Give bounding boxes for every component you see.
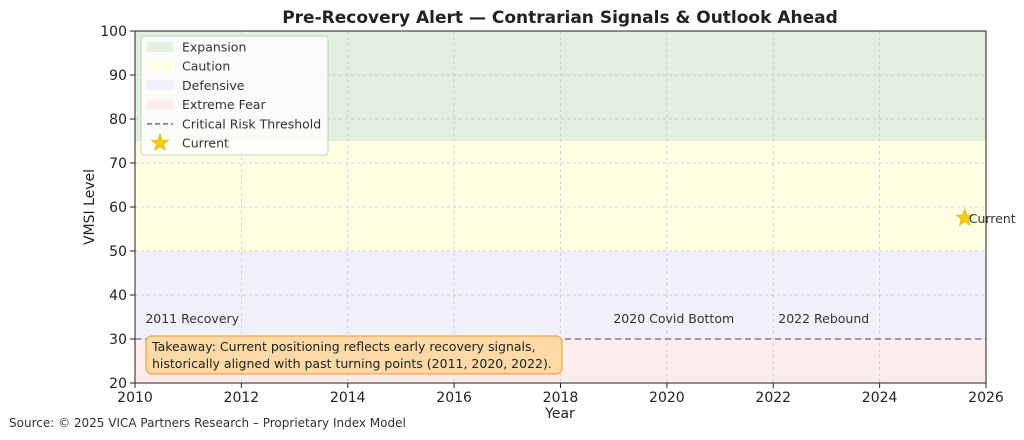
legend-swatch-caution xyxy=(147,61,173,72)
takeaway-text-line: historically aligned with past turning p… xyxy=(152,356,552,371)
x-tick-label: 2012 xyxy=(224,390,260,406)
y-tick-label: 70 xyxy=(109,156,127,172)
annotation-label: 2022 Rebound xyxy=(778,311,869,326)
legend-star-icon xyxy=(150,133,170,151)
chart-title: Pre-Recovery Alert — Contrarian Signals … xyxy=(282,8,838,28)
x-tick-label: 2010 xyxy=(117,390,153,406)
takeaway-text-line: Takeaway: Current positioning reflects e… xyxy=(151,339,536,354)
legend-label-current: Current xyxy=(182,136,229,151)
annotation-label: 2011 Recovery xyxy=(145,311,239,326)
x-tick-label: 2018 xyxy=(543,390,579,406)
takeaway-background xyxy=(145,335,563,375)
grid-lines xyxy=(134,30,987,384)
legend-label-critical-risk-threshold: Critical Risk Threshold xyxy=(182,116,321,131)
annotation-label: 2020 Covid Bottom xyxy=(613,311,734,326)
y-tick-label: 60 xyxy=(109,200,127,216)
legend-swatch-expansion xyxy=(147,42,173,52)
y-axis-label: VMSI Level xyxy=(82,169,98,245)
x-tick-label: 2016 xyxy=(436,390,472,406)
x-tick-label: 2020 xyxy=(649,390,685,406)
x-tick-label: 2014 xyxy=(330,390,366,406)
legend-box xyxy=(140,35,329,156)
source-note: Source: © 2025 VICA Partners Research – … xyxy=(9,416,406,430)
legend-label-defensive: Defensive xyxy=(182,78,245,93)
current-label: Current xyxy=(969,211,1016,226)
y-tick-label: 30 xyxy=(109,332,127,348)
current-star-icon xyxy=(955,208,975,226)
x-axis-label: Year xyxy=(544,406,575,422)
x-tick-label: 2024 xyxy=(862,390,898,406)
y-tick-label: 20 xyxy=(109,376,127,392)
y-tick-label: 80 xyxy=(109,112,127,128)
y-tick-label: 40 xyxy=(109,288,127,304)
annotations: 2011 Recovery 2020 Covid Bottom 2022 Rebou… xyxy=(145,311,869,326)
legend-label-extreme-fear: Extreme Fear xyxy=(182,97,266,112)
x-tick-label: 2022 xyxy=(755,390,791,406)
legend-swatch-defensive xyxy=(147,80,173,91)
y-tick-label: 100 xyxy=(100,24,127,40)
legend: Expansion Caution Defensive Extreme Fear Cri… xyxy=(140,35,329,156)
legend-label-caution: Caution xyxy=(182,59,230,74)
y-tick-label: 50 xyxy=(109,244,127,260)
current-marker: Current xyxy=(955,208,1016,226)
axis-ticks: 2010 2012 2014 2016 2018 2020 2022 2024 2026 20 30… xyxy=(100,24,1004,406)
y-tick-label: 90 xyxy=(109,68,127,84)
legend-swatch-extreme-fear xyxy=(147,99,173,110)
takeaway-box: Takeaway: Current positioning reflects e… xyxy=(145,335,563,375)
legend-label-expansion: Expansion xyxy=(182,40,246,55)
x-tick-label: 2026 xyxy=(968,390,1004,406)
